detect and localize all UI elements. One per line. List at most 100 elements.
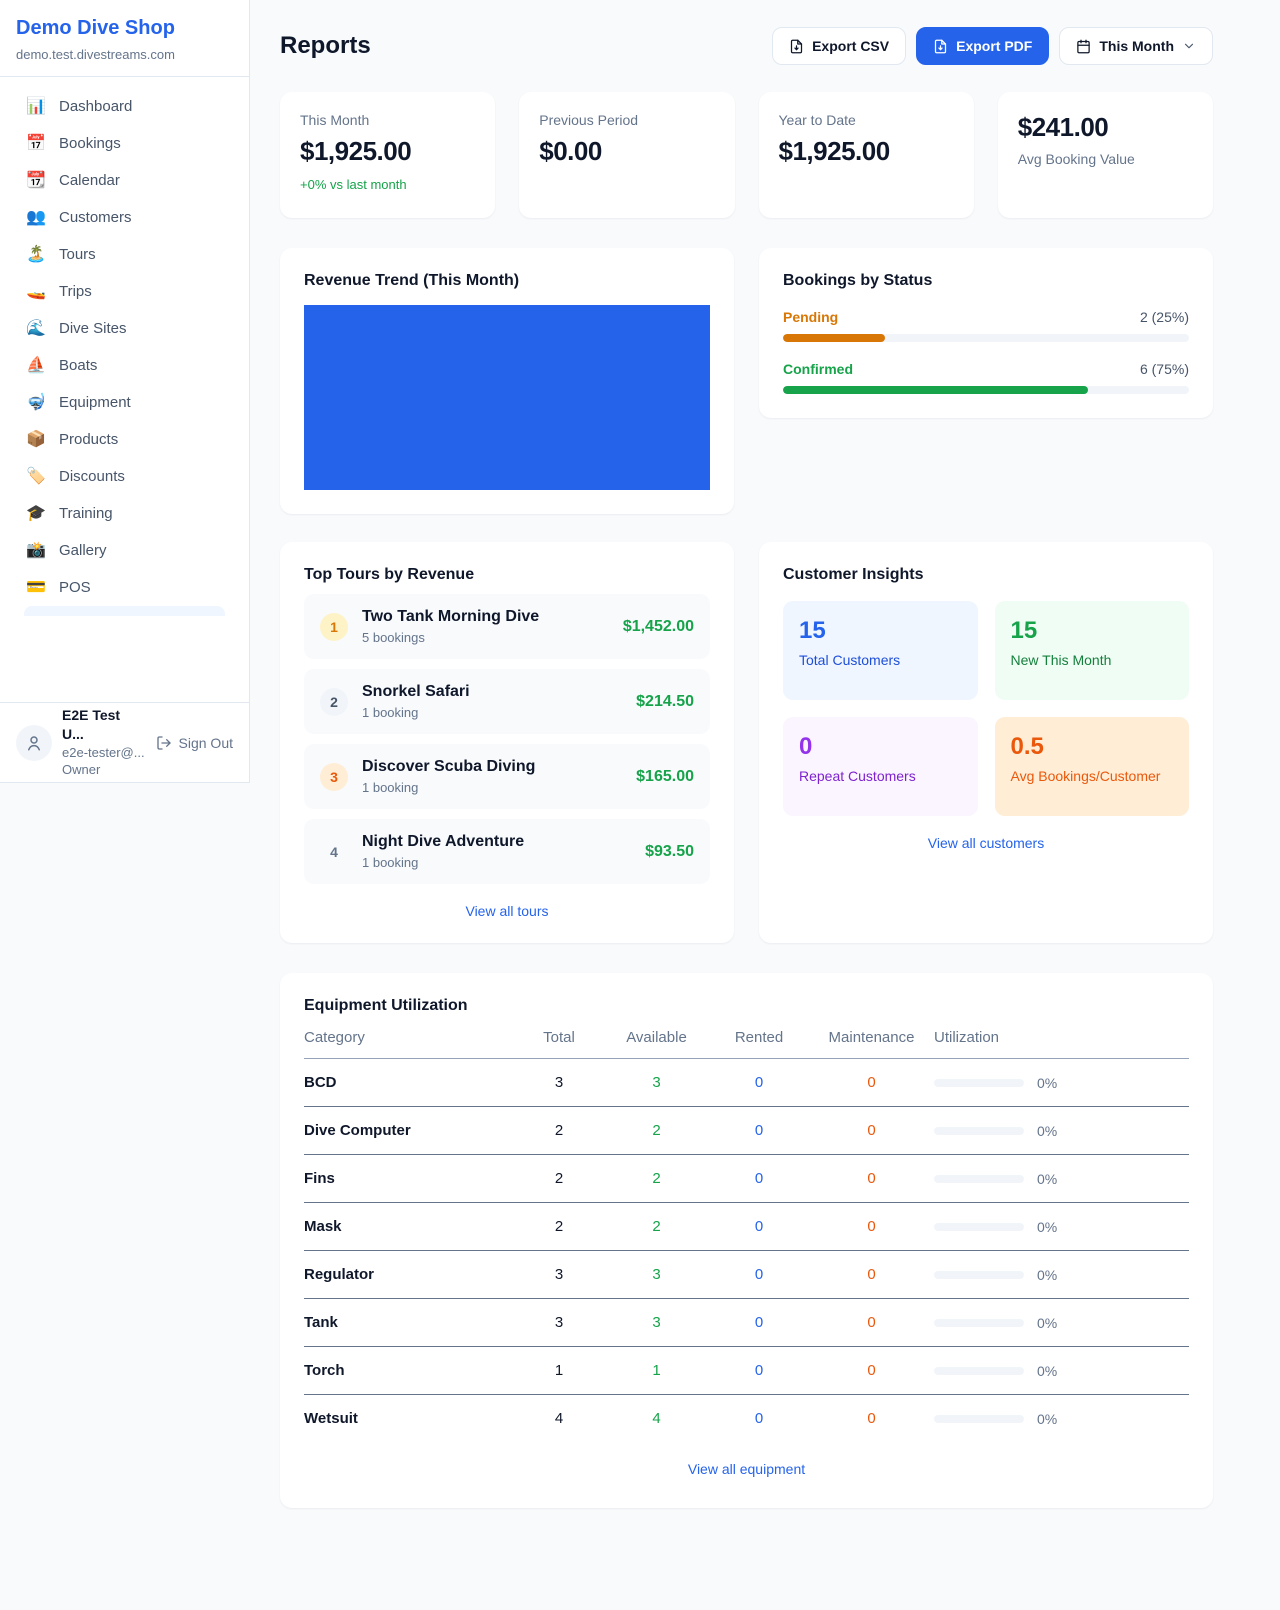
- utilization-bar: [934, 1366, 1024, 1375]
- utilization-bar: [934, 1414, 1024, 1423]
- tour-bookings: 1 booking: [362, 705, 419, 720]
- equipment-available: 2: [652, 1122, 661, 1139]
- equipment-maintenance: 0: [867, 1314, 876, 1331]
- sailboat-icon: ⛵: [26, 356, 46, 374]
- sidebar-nav: 📊 Dashboard 📅 Bookings 📆 Calendar 👥 Cust…: [0, 77, 249, 702]
- sidebar-item-label: Training: [59, 505, 113, 522]
- person-icon: [28, 735, 40, 750]
- charts-row: Revenue Trend (This Month) Bookings by S…: [280, 248, 1213, 514]
- export-pdf-label: Export PDF: [956, 38, 1033, 54]
- diving-mask-icon: 🤿: [26, 393, 46, 411]
- utilization-bar: [934, 1126, 1024, 1135]
- stat-card-this-month: This Month $1,925.00 +0% vs last month: [280, 92, 496, 218]
- sidebar-item-equipment[interactable]: 🤿 Equipment: [12, 384, 237, 421]
- sidebar-item-gallery[interactable]: 📸 Gallery: [12, 532, 237, 569]
- equipment-category: Regulator: [304, 1266, 375, 1283]
- equipment-maintenance: 0: [867, 1266, 876, 1283]
- sidebar-item-label: Equipment: [59, 394, 131, 411]
- table-row: Mask 2 2 0 0 0%: [304, 1203, 1189, 1251]
- sidebar-item-boats[interactable]: ⛵ Boats: [12, 347, 237, 384]
- table-row: Dive Computer 2 2 0 0 0%: [304, 1107, 1189, 1155]
- tour-row: 1 Two Tank Morning Dive 5 bookings $1,45…: [304, 594, 710, 659]
- utilization-percent: 0%: [1037, 1410, 1058, 1427]
- sidebar-item-label: Discounts: [59, 468, 125, 485]
- tour-name: Two Tank Morning Dive: [362, 608, 540, 625]
- equipment-rented: 0: [754, 1410, 764, 1427]
- equipment-available: 4: [652, 1410, 661, 1427]
- tour-name: Discover Scuba Diving: [362, 758, 536, 775]
- equipment-rented: 0: [754, 1362, 764, 1379]
- bookings-by-status-title: Bookings by Status: [783, 272, 933, 289]
- wave-icon: 🌊: [26, 319, 46, 337]
- sidebar-item-label: POS: [59, 579, 91, 596]
- utilization-percent: 0%: [1037, 1218, 1058, 1235]
- period-dropdown[interactable]: This Month: [1059, 27, 1213, 65]
- view-all-customers-link[interactable]: View all customers: [927, 835, 1045, 851]
- status-row-pending: Pending 2 (25%): [783, 309, 1189, 342]
- sign-out-button[interactable]: Sign Out: [156, 735, 233, 751]
- stat-value: $0.00: [539, 136, 602, 166]
- sidebar-item-products[interactable]: 📦 Products: [12, 421, 237, 458]
- tour-bookings: 5 bookings: [362, 630, 425, 645]
- equipment-maintenance: 0: [867, 1122, 876, 1139]
- equipment-available: 3: [652, 1266, 661, 1283]
- sidebar-item-label: Trips: [59, 283, 92, 300]
- equipment-rented: 0: [754, 1074, 764, 1091]
- bar-chart-icon: 📊: [26, 97, 46, 115]
- insights-row: Top Tours by Revenue 1 Two Tank Morning …: [280, 542, 1213, 943]
- stat-value: $1,925.00: [300, 136, 412, 166]
- equipment-rented: 0: [754, 1266, 764, 1283]
- view-all-tours-link[interactable]: View all tours: [465, 903, 549, 919]
- table-row: Wetsuit 4 4 0 0 0%: [304, 1395, 1189, 1442]
- rank-badge: 4: [330, 843, 338, 860]
- price-tag-icon: 🏷️: [26, 467, 46, 485]
- tile-label: Repeat Customers: [799, 768, 916, 784]
- equipment-maintenance: 0: [867, 1362, 876, 1379]
- equipment-total: 1: [554, 1362, 564, 1379]
- tour-bookings: 1 booking: [362, 780, 419, 795]
- equipment-maintenance: 0: [867, 1218, 876, 1235]
- equipment-category: Fins: [304, 1170, 335, 1187]
- equipment-category: Dive Computer: [304, 1122, 411, 1139]
- tour-revenue: $214.50: [636, 692, 694, 710]
- column-header-total: Total: [543, 1029, 575, 1046]
- sidebar-item-pos[interactable]: 💳 POS: [12, 569, 237, 606]
- utilization-bar: [934, 1078, 1024, 1087]
- sidebar-item-bookings[interactable]: 📅 Bookings: [12, 125, 237, 162]
- sidebar-item-customers[interactable]: 👥 Customers: [12, 199, 237, 236]
- tile-label: New This Month: [1010, 652, 1112, 668]
- sidebar-item-training[interactable]: 🎓 Training: [12, 495, 237, 532]
- sidebar-item-discounts[interactable]: 🏷️ Discounts: [12, 458, 237, 495]
- export-csv-button[interactable]: Export CSV: [772, 27, 907, 65]
- sidebar-item-dive-sites[interactable]: 🌊 Dive Sites: [12, 310, 237, 347]
- sidebar-item-label: Dashboard: [59, 98, 133, 115]
- sidebar-item-label: Dive Sites: [59, 320, 127, 337]
- logout-icon: [156, 735, 171, 750]
- utilization-percent: 0%: [1037, 1266, 1058, 1283]
- sidebar-item-dashboard[interactable]: 📊 Dashboard: [12, 88, 237, 125]
- sidebar: Demo Dive Shop demo.test.divestreams.com…: [0, 0, 250, 783]
- sidebar-item-trips[interactable]: 🚤 Trips: [12, 273, 237, 310]
- sidebar-item-tours[interactable]: 🏝️ Tours: [12, 236, 237, 273]
- utilization-percent: 0%: [1037, 1122, 1058, 1139]
- rank-badge: 1: [320, 612, 348, 641]
- export-pdf-button[interactable]: Export PDF: [916, 27, 1050, 65]
- utilization-bar: [934, 1270, 1024, 1279]
- equipment-utilization-title: Equipment Utilization: [304, 997, 468, 1014]
- equipment-total: 3: [554, 1266, 564, 1283]
- revenue-trend-title: Revenue Trend (This Month): [304, 272, 520, 289]
- equipment-rented: 0: [754, 1314, 764, 1331]
- status-count: 2 (25%): [1139, 309, 1189, 325]
- status-row-confirmed: Confirmed 6 (75%): [783, 361, 1189, 394]
- revenue-trend-card: Revenue Trend (This Month): [280, 248, 734, 514]
- avatar: [16, 724, 52, 761]
- user-role: Owner: [62, 762, 101, 778]
- sidebar-item-reports-active-partial[interactable]: [24, 606, 225, 616]
- stat-delta: +0% vs last month: [300, 177, 407, 192]
- speedboat-icon: 🚤: [26, 282, 46, 300]
- user-email: e2e-tester@...: [62, 744, 145, 760]
- top-tours-title: Top Tours by Revenue: [304, 566, 475, 583]
- view-all-equipment-link[interactable]: View all equipment: [687, 1461, 806, 1477]
- table-row: Tank 3 3 0 0 0%: [304, 1299, 1189, 1347]
- sidebar-item-calendar[interactable]: 📆 Calendar: [12, 162, 237, 199]
